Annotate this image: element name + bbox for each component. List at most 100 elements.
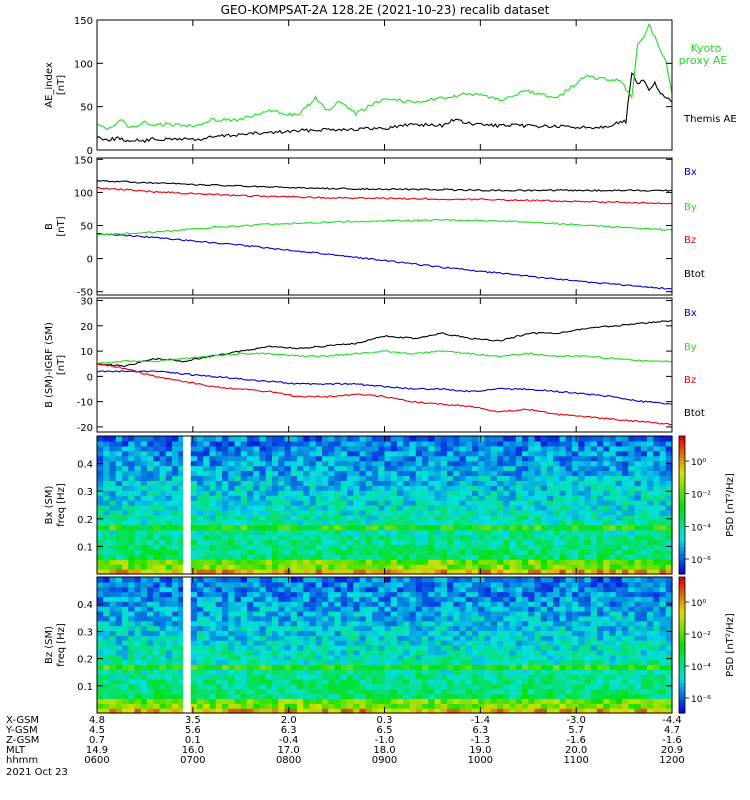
date-label: 2021 Oct 23 <box>6 767 68 778</box>
ephemeris-value: 1100 <box>563 755 588 766</box>
ephemeris-value: 20.9 <box>661 745 683 756</box>
y-axis-label: AE_index <box>44 62 55 108</box>
spec_bx-heatmap-cells <box>97 436 673 575</box>
db-legend: Bx By Bz Btot <box>684 308 705 419</box>
legend-bz: Bz <box>684 375 696 386</box>
ephemeris-value: 4.8 <box>89 715 105 726</box>
y-tick-label: 50 <box>80 103 93 114</box>
y-tick-label: 0.1 <box>77 542 93 553</box>
y-tick-label: 0 <box>87 255 93 266</box>
legend-kyoto: Kyoto <box>691 42 722 55</box>
ephemeris-value: 4.7 <box>664 725 680 736</box>
ephemeris-value: 0800 <box>276 755 301 766</box>
data-gap <box>183 577 190 713</box>
ephemeris-value: -3.0 <box>566 715 586 726</box>
colorbar-tick-label: 10⁻⁶ <box>691 695 711 705</box>
colorbar-label: PSD [nT²/Hz] <box>725 613 736 677</box>
ephemeris-row-label: MLT <box>6 745 26 756</box>
data-gap <box>183 436 190 574</box>
series-btot <box>96 320 673 368</box>
b-panel: Bx By Bz Btot -50 0 50 100 150 B [nT] <box>44 155 705 298</box>
plot-frame <box>96 157 673 296</box>
ephemeris-value: -1.3 <box>471 735 491 746</box>
ephemeris-value: 6.5 <box>377 725 393 736</box>
colorbar-tick-label: 10⁰ <box>691 599 706 609</box>
y-tick-label: 150 <box>74 16 93 27</box>
y-tick-label: -10 <box>77 398 93 409</box>
spec_bz-colorbar: 10⁰ 10⁻² 10⁻⁴ 10⁻⁶ PSD [nT²/Hz] <box>678 576 736 714</box>
ephemeris-value: 14.9 <box>86 745 108 756</box>
y-tick-label: 150 <box>74 155 93 166</box>
legend-by: By <box>684 202 697 213</box>
y-tick-label: 0.4 <box>77 460 93 471</box>
figure-title: GEO-KOMPSAT-2A 128.2E (2021-10-23) recal… <box>221 3 550 17</box>
spec_bz-panel: 10⁰ 10⁻² 10⁻⁴ 10⁻⁶ PSD [nT²/Hz] 0.1 0.2 0.3 0.4 B… <box>44 576 736 714</box>
y-axis-label: B <box>44 223 55 230</box>
ephemeris-value: -4.4 <box>662 715 682 726</box>
colorbar-tick-label: 10⁻² <box>691 491 711 501</box>
ephemeris-value: 6.3 <box>472 725 488 736</box>
ephemeris-row-label: hhmm <box>6 755 38 766</box>
colorbar-label: PSD [nT²/Hz] <box>725 473 736 537</box>
series-bx <box>96 370 673 405</box>
ephemeris-value: 1200 <box>659 755 684 766</box>
y-tick-label: 0.4 <box>77 600 93 611</box>
series-bz <box>96 363 673 426</box>
ephemeris-value: 4.5 <box>89 725 105 736</box>
y-axis-unit: [nT] <box>56 75 67 95</box>
y-tick-label: 100 <box>74 59 93 70</box>
y-tick-label: 0.3 <box>77 487 93 498</box>
spec_bx-colorbar: 10⁰ 10⁻² 10⁻⁴ 10⁻⁶ PSD [nT²/Hz] <box>678 435 736 575</box>
ephemeris-value: 16.0 <box>182 745 204 756</box>
colorbar-tick-label: 10⁻² <box>691 631 711 641</box>
plot-frame <box>96 19 673 151</box>
series-bx <box>97 232 673 290</box>
y-axis-unit: freq [Hz] <box>56 483 67 527</box>
colorbar-tick-label: 10⁻⁴ <box>691 523 711 533</box>
ephemeris-row-label: Z-GSM <box>6 735 39 746</box>
legend-btot: Btot <box>684 408 705 419</box>
y-axis-label: B (SM)-IGRF (SM) <box>44 322 55 408</box>
y-tick-label: 100 <box>74 188 93 199</box>
ephemeris-value: 5.6 <box>185 725 201 736</box>
ephemeris-value: 0.7 <box>89 735 105 746</box>
y-tick-label: 0.2 <box>77 655 93 666</box>
b-legend: Bx By Bz Btot <box>684 167 705 280</box>
legend-bx: Bx <box>684 308 697 319</box>
y-axis-unit: [nT] <box>56 355 67 375</box>
colorbar-tick-label: 10⁻⁶ <box>691 556 711 566</box>
colorbar-tick-label: 10⁻⁴ <box>691 663 711 673</box>
y-axis-label: Bz (SM) <box>44 626 55 664</box>
y-axis-unit: freq [Hz] <box>56 623 67 667</box>
y-tick-label: 30 <box>80 297 93 308</box>
y-tick-label: -50 <box>77 288 93 299</box>
ephemeris-row-label: X-GSM <box>6 715 39 726</box>
y-axis-label: Bx (SM) <box>44 486 55 525</box>
y-tick-label: 0.1 <box>77 682 93 693</box>
ephemeris-value: 0.1 <box>185 735 201 746</box>
ephemeris-value: 5.7 <box>568 725 584 736</box>
y-tick-label: 50 <box>80 222 93 233</box>
legend-btot: Btot <box>684 269 705 280</box>
ephemeris-value: 0.3 <box>377 715 393 726</box>
ephemeris-value: 17.0 <box>278 745 300 756</box>
plot-frame <box>96 297 673 433</box>
colorbar-tick-label: 10⁰ <box>691 458 706 468</box>
ephemeris-value: 20.0 <box>565 745 587 756</box>
ephemeris-value: -1.6 <box>566 735 586 746</box>
series-bz <box>96 186 673 205</box>
spec_bz-heatmap-cells <box>97 577 673 714</box>
db-panel: Bx By Bz Btot -20 -10 0 10 20 30 B (SM)-IGRF (SM)[… <box>44 297 705 434</box>
legend-themis-ae: Themis AE <box>683 114 737 125</box>
ephemeris-value: 18.0 <box>373 745 395 756</box>
ephemeris-value: 3.5 <box>185 715 201 726</box>
y-tick-label: -20 <box>77 423 93 434</box>
ephemeris-value: -1.4 <box>471 715 491 726</box>
ephemeris-value: 19.0 <box>469 745 491 756</box>
ephemeris-value: -1.0 <box>375 735 395 746</box>
legend-proxy-ae: proxy AE <box>679 54 728 67</box>
